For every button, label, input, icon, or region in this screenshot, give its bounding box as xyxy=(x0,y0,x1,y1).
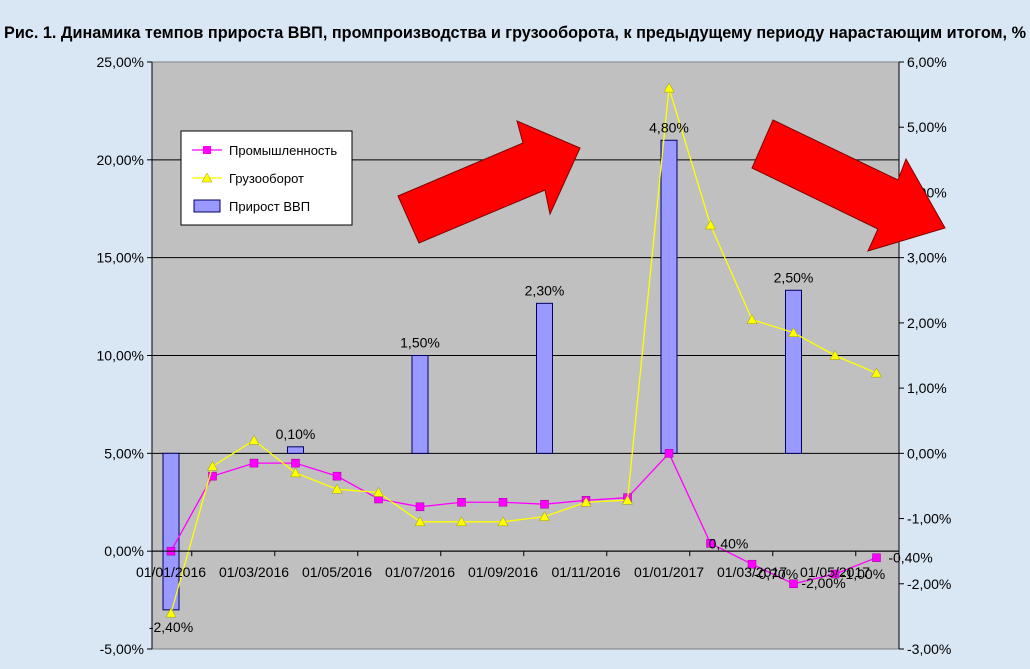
x-tick-label: 01/03/2016 xyxy=(219,564,289,580)
point-freight xyxy=(580,496,592,507)
legend-label: Грузооборот xyxy=(229,171,304,186)
y-right-tick-label: 3,00% xyxy=(907,250,947,266)
point-industry xyxy=(706,539,715,548)
bar-gdp xyxy=(660,139,678,454)
line-freight xyxy=(170,87,877,614)
y-left-tick-label: 0,00% xyxy=(104,543,144,559)
point-industry xyxy=(332,471,342,481)
y-right-tick-label: 0,00% xyxy=(907,445,947,461)
point-freight xyxy=(373,486,384,497)
point-industry xyxy=(664,449,674,458)
legend-marker-triangle xyxy=(201,172,213,183)
y-right-tick-label: -3,00% xyxy=(907,641,951,657)
x-tick-label: 01/05/2017 xyxy=(800,564,870,580)
point-industry xyxy=(540,499,549,509)
data-label-gdp: 1,50% xyxy=(400,335,440,351)
point-freight xyxy=(705,219,716,230)
y-left-tick-label: 15,00% xyxy=(97,250,144,266)
point-industry xyxy=(830,569,840,579)
data-label-gdp: -2,40% xyxy=(149,619,193,635)
bar-gdp xyxy=(162,452,180,611)
y-left-tick-label: -5,00% xyxy=(100,641,144,657)
point-freight xyxy=(663,82,675,93)
point-freight xyxy=(497,516,509,527)
data-label-industry: 0,40% xyxy=(709,535,749,551)
point-freight xyxy=(788,327,799,337)
x-tick-label: 01/11/2016 xyxy=(551,564,620,580)
data-label-gdp: 0,10% xyxy=(276,426,316,442)
x-tick-label: 01/01/2016 xyxy=(136,564,206,580)
point-industry xyxy=(291,458,300,468)
data-label-industry: -2,00% xyxy=(801,575,845,591)
legend-swatch-bar xyxy=(193,199,221,213)
point-freight xyxy=(746,314,758,324)
bar-gdp xyxy=(411,355,429,454)
point-industry xyxy=(208,471,217,481)
point-freight xyxy=(829,349,841,360)
data-label-gdp: 2,30% xyxy=(525,282,565,298)
point-industry xyxy=(415,502,425,512)
y-left-tick-label: 20,00% xyxy=(97,152,144,168)
y-right-tick-label: -1,00% xyxy=(907,511,951,527)
point-freight xyxy=(622,494,633,505)
x-tick-label: 01/09/2016 xyxy=(468,564,538,580)
bar-gdp xyxy=(287,446,304,454)
point-freight xyxy=(248,434,260,445)
point-freight xyxy=(207,460,218,471)
x-tick-label: 01/07/2016 xyxy=(385,564,455,580)
data-label-industry: -1,00% xyxy=(841,566,885,582)
point-freight xyxy=(871,367,882,378)
y-left-tick-label: 5,00% xyxy=(104,445,144,461)
point-industry xyxy=(498,498,508,507)
x-tick-label: 01/03/2017 xyxy=(717,564,787,580)
point-industry xyxy=(249,458,259,468)
y-right-tick-label: -2,00% xyxy=(907,576,951,592)
chart-title: Рис. 1. Динамика темпов прироста ВВП, пр… xyxy=(4,23,1026,42)
y-left-tick-label: 25,00% xyxy=(97,54,144,70)
point-freight xyxy=(290,467,301,478)
point-industry xyxy=(872,553,881,562)
y-right-tick-label: 2,00% xyxy=(907,315,947,331)
point-freight xyxy=(331,483,343,494)
legend-marker-square xyxy=(203,146,211,154)
point-industry xyxy=(789,579,798,589)
point-freight xyxy=(456,516,467,527)
y-left-tick-label: 10,00% xyxy=(97,348,144,364)
y-right-tick-label: 5,00% xyxy=(907,119,947,135)
point-freight xyxy=(414,516,426,527)
point-industry xyxy=(457,498,466,507)
point-freight xyxy=(539,511,550,521)
y-right-tick-label: 1,00% xyxy=(907,380,947,396)
data-label-industry: -0,40% xyxy=(888,550,932,566)
bar-gdp xyxy=(536,302,553,454)
legend-label: Прирост ВВП xyxy=(229,199,310,214)
x-tick-label: 01/01/2017 xyxy=(634,564,704,580)
bar-gdp xyxy=(785,289,802,454)
line-industry xyxy=(170,452,877,585)
y-right-tick-label: 6,00% xyxy=(907,54,947,70)
arrow-up-right xyxy=(397,120,581,244)
data-label-gdp: 2,50% xyxy=(774,269,814,285)
point-freight xyxy=(165,607,177,618)
data-label-gdp: 4,80% xyxy=(649,119,689,135)
data-label-industry: -0,70% xyxy=(754,566,798,582)
arrow-down-right xyxy=(751,119,946,252)
legend-label: Промышленность xyxy=(229,143,337,158)
x-tick-label: 01/05/2016 xyxy=(302,564,372,580)
point-industry xyxy=(747,559,757,569)
